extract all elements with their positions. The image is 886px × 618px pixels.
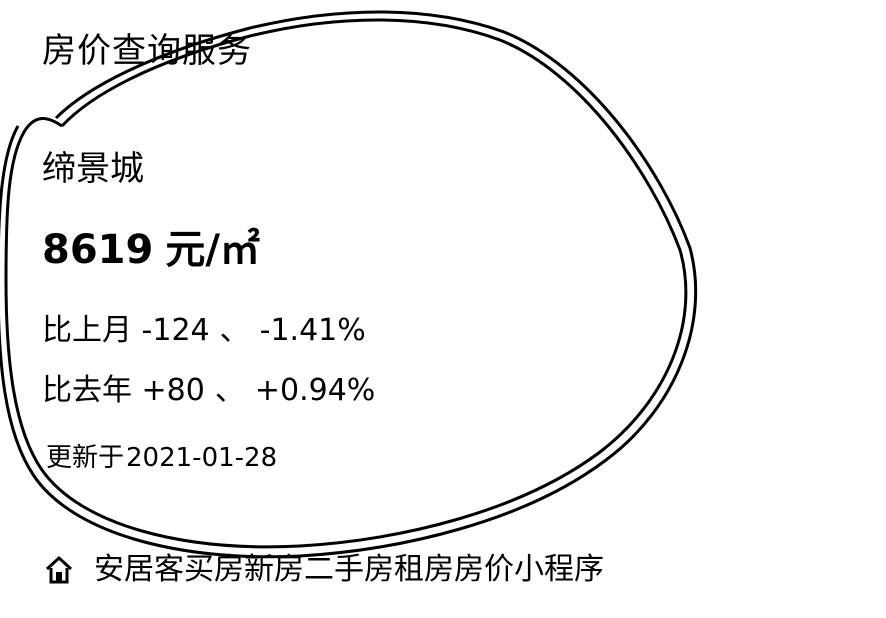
month-change-separator: 、 [220, 313, 250, 348]
year-change-row: 比去年 +80 、 +0.94% [42, 370, 375, 412]
house-icon [44, 555, 74, 585]
price-value: 8619 [42, 227, 153, 273]
month-change-row: 比上月 -124 、 -1.41% [42, 310, 366, 352]
update-label: 更新于 [46, 443, 124, 473]
price-unit: 元/㎡ [165, 227, 260, 273]
community-name: 缔景城 [42, 146, 144, 192]
source-footer-text: 安居客买房新房二手房租房房价小程序 [94, 549, 604, 591]
year-change-separator: 、 [215, 373, 245, 408]
month-change-label: 比上月 [42, 313, 132, 348]
year-change-percent: +0.94% [255, 373, 375, 408]
update-date: 2021-01-28 [126, 443, 277, 473]
price-row: 8619 元/㎡ [42, 222, 260, 278]
month-change-percent: -1.41% [260, 313, 366, 348]
service-title: 房价查询服务 [42, 28, 252, 74]
year-change-amount: +80 [142, 373, 205, 408]
year-change-label: 比去年 [42, 373, 132, 408]
source-footer[interactable]: 安居客买房新房二手房租房房价小程序 [44, 548, 604, 592]
month-change-amount: -124 [142, 313, 210, 348]
update-info: 更新于2021-01-28 [46, 440, 277, 476]
